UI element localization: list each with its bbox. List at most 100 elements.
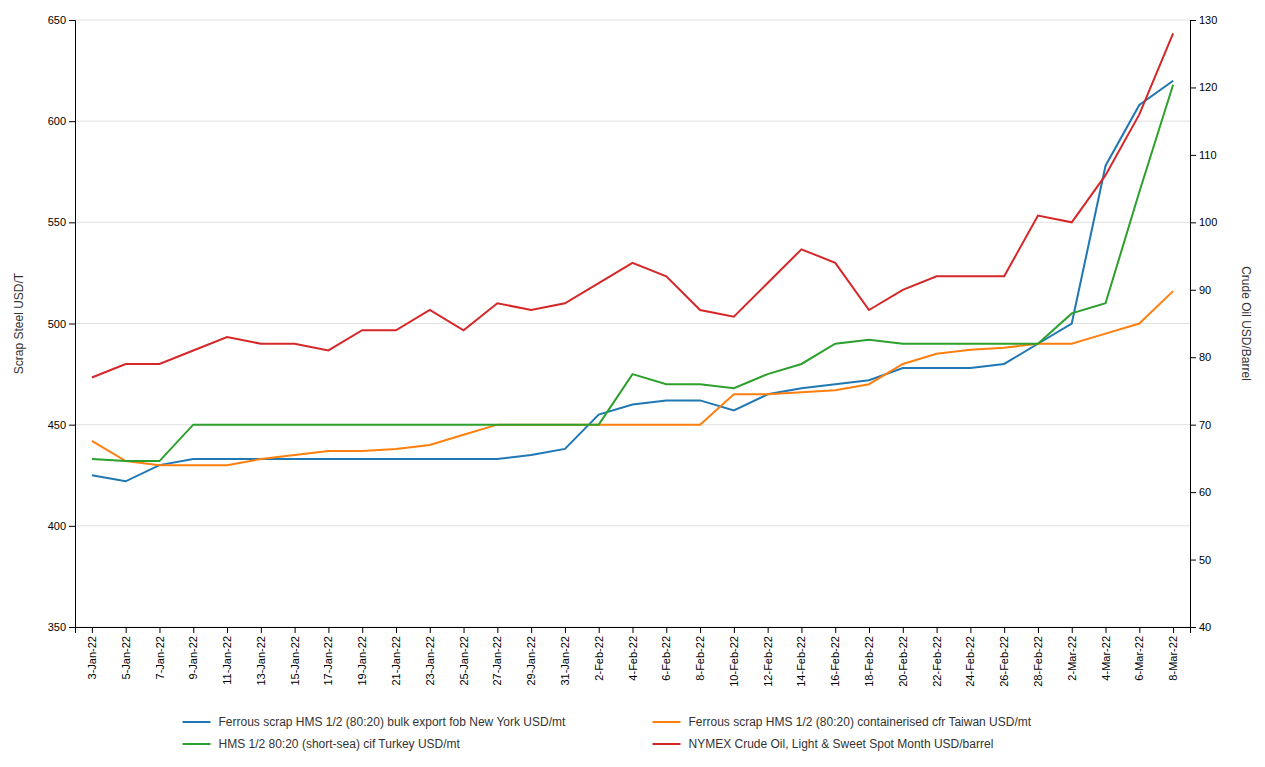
tick-label: 20-Feb-22 [897,636,909,687]
tick-label: 400 [48,520,66,532]
tick-mark [1190,290,1196,291]
tick-label: 26-Feb-22 [998,636,1010,687]
tick-label: 550 [48,216,66,228]
tick-mark [531,627,532,633]
tick-mark [92,627,93,633]
tick: 60 [1190,486,1211,498]
tick-mark [69,425,75,426]
tick-label: 23-Jan-22 [424,636,436,686]
legend: Ferrous scrap HMS 1/2 (80:20) bulk expor… [183,715,1032,751]
tick-label: 7-Jan-22 [153,636,165,679]
tick-label: 4-Mar-22 [1100,636,1112,681]
tick-label: 16-Feb-22 [829,636,841,687]
tick-mark [1190,222,1196,223]
tick: 6-Feb-22 [660,627,672,681]
tick: 450 [48,419,75,431]
tick-label: 450 [48,419,66,431]
tick-label: 31-Jan-22 [559,636,571,686]
tick-mark [396,627,397,633]
tick-mark [328,627,329,633]
tick-label: 6-Feb-22 [660,636,672,681]
tick-mark [69,20,75,21]
tick-mark [1190,560,1196,561]
tick: 80 [1190,351,1211,363]
line [92,33,1173,377]
tick-mark [666,627,667,633]
grid [75,20,1190,627]
y2-axis: 405060708090100110120130 [1190,14,1217,633]
tick-label: 9-Jan-22 [187,636,199,679]
grid-line [75,20,1190,21]
tick: 15-Jan-22 [289,627,301,686]
tick: 2-Mar-22 [1066,627,1078,681]
axis-title: Scrap Steel USD/T [12,272,26,374]
tick: 18-Feb-22 [863,627,875,687]
tick-label: 40 [1199,621,1211,633]
tick-label: 28-Feb-22 [1032,636,1044,687]
tick-label: 11-Jan-22 [221,636,233,685]
tick: 13-Jan-22 [255,627,267,686]
tick-label: 17-Jan-22 [322,636,334,686]
tick-mark [903,627,904,633]
tick: 90 [1190,284,1211,296]
tick: 650 [48,14,75,26]
tick-label: 8-Feb-22 [694,636,706,681]
legend-label: Ferrous scrap HMS 1/2 (80:20) bulk expor… [219,715,566,729]
legend-item: NYMEX Crude Oil, Light & Sweet Spot Mont… [653,737,994,751]
plot-area: 3504004505005506006504050607080901001101… [12,14,1253,687]
tick: 14-Feb-22 [795,627,807,687]
lines [92,33,1173,481]
legend-swatch [183,743,211,745]
grid-line [75,525,1190,526]
legend-label: HMS 1/2 80:20 (short-sea) cif Turkey USD… [219,737,461,751]
tick-label: 70 [1199,419,1211,431]
tick-mark [835,627,836,633]
tick-mark [734,627,735,633]
tick-mark [362,627,363,633]
tick: 6-Mar-22 [1133,627,1145,681]
tick-mark [801,627,802,633]
tick-mark [1139,627,1140,633]
tick: 4-Mar-22 [1100,627,1112,681]
tick-label: 6-Mar-22 [1133,636,1145,681]
tick-label: 5-Jan-22 [120,636,132,679]
tick-mark [1190,20,1196,21]
tick-mark [768,627,769,633]
line [92,81,1173,482]
tick: 10-Feb-22 [728,627,740,687]
y-axis: 350400450500550600650 [48,14,76,633]
tick-label: 650 [48,14,66,26]
legend-swatch [653,721,681,723]
tick-label: 10-Feb-22 [728,636,740,687]
tick-label: 600 [48,115,66,127]
tick: 26-Feb-22 [998,627,1010,687]
tick: 2-Feb-22 [593,627,605,681]
tick: 23-Jan-22 [424,627,436,686]
tick: 24-Feb-22 [964,627,976,687]
tick: 12-Feb-22 [762,627,774,687]
tick: 8-Mar-22 [1167,627,1179,681]
tick-mark [261,627,262,633]
tick: 100 [1190,216,1217,228]
legend-swatch [183,721,211,723]
tick-mark [1190,155,1196,156]
tick-label: 3-Jan-22 [86,636,98,679]
tick-mark [69,627,75,628]
tick: 25-Jan-22 [458,627,470,686]
line [92,291,1173,465]
tick-mark [1106,627,1107,633]
grid-line [75,222,1190,223]
tick-mark [565,627,566,633]
tick-mark [937,627,938,633]
tick-mark [295,627,296,633]
tick: 50 [1190,554,1211,566]
tick-label: 29-Jan-22 [525,636,537,686]
legend-label: NYMEX Crude Oil, Light & Sweet Spot Mont… [689,737,994,751]
tick-label: 13-Jan-22 [255,636,267,686]
tick-mark [126,627,127,633]
tick-label: 22-Feb-22 [931,636,943,687]
tick-mark [970,627,971,633]
tick-label: 8-Mar-22 [1167,636,1179,681]
tick: 16-Feb-22 [829,627,841,687]
tick: 20-Feb-22 [897,627,909,687]
